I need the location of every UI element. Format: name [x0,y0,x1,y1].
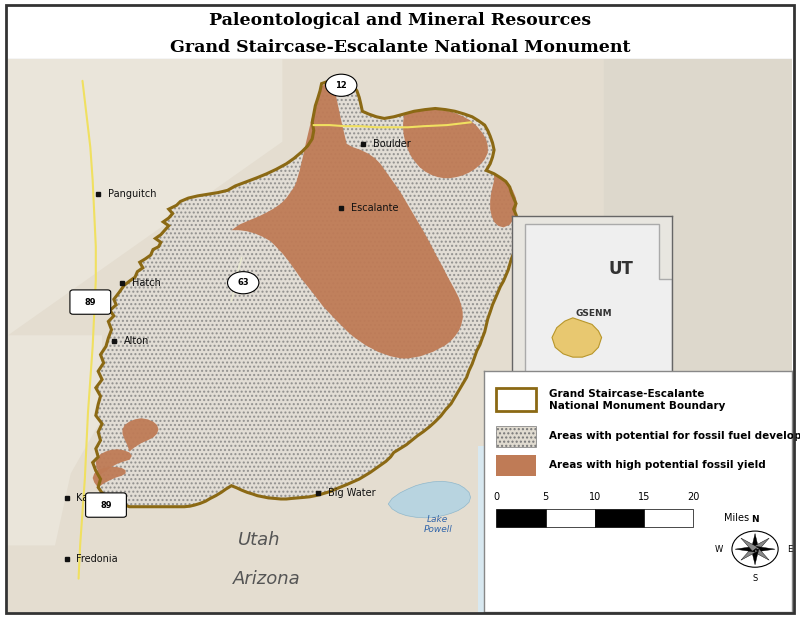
Text: Areas with potential for fossil fuel development: Areas with potential for fossil fuel dev… [549,431,800,441]
Circle shape [227,272,259,294]
Text: Grand Staircase-Escalante: Grand Staircase-Escalante [549,389,704,399]
Text: Boulder: Boulder [374,140,411,150]
Text: Fredonia: Fredonia [76,554,118,564]
Text: 15: 15 [638,492,650,502]
Text: 89: 89 [85,298,96,307]
Text: Arizona: Arizona [233,570,301,588]
Text: Miles: Miles [724,513,750,523]
Text: W: W [714,544,722,554]
Polygon shape [96,449,132,475]
Circle shape [326,74,357,96]
Polygon shape [8,335,102,546]
Bar [644,509,694,527]
Bar [496,387,536,410]
Polygon shape [552,318,602,357]
Polygon shape [753,538,769,551]
Text: National Monument Boundary: National Monument Boundary [549,400,725,411]
Text: Hatch: Hatch [132,277,161,288]
Text: 63: 63 [238,278,249,287]
Text: 20: 20 [687,492,700,502]
Bar [546,509,595,527]
FancyBboxPatch shape [86,493,126,517]
Text: Panguitch: Panguitch [108,189,157,199]
Text: GSENM: GSENM [576,309,613,318]
Text: N: N [751,515,759,524]
Text: S: S [753,575,758,583]
Bar [496,455,536,476]
Polygon shape [478,446,635,612]
Polygon shape [741,547,758,561]
Text: 89: 89 [100,501,112,510]
Polygon shape [122,418,158,451]
Text: Paleontological and Mineral Resources: Paleontological and Mineral Resources [209,12,591,30]
Polygon shape [93,467,126,488]
Polygon shape [751,533,758,549]
Text: E: E [787,544,793,554]
Text: 10: 10 [589,492,601,502]
Text: 5: 5 [542,492,549,502]
Polygon shape [525,224,672,373]
Polygon shape [93,80,519,507]
Polygon shape [8,59,282,335]
Polygon shape [751,549,758,565]
Text: Areas with high potential fossil yield: Areas with high potential fossil yield [549,460,766,470]
Text: Escalante: Escalante [351,203,399,213]
Text: UT: UT [608,260,634,277]
Polygon shape [231,83,462,358]
Text: Utah: Utah [238,531,280,549]
Text: 0: 0 [494,492,499,502]
FancyBboxPatch shape [70,290,110,314]
Bar [496,509,546,527]
Polygon shape [735,546,755,552]
Polygon shape [490,174,517,227]
Text: Big Water: Big Water [328,488,375,498]
Polygon shape [604,59,792,418]
Bar [496,426,536,447]
Text: 12: 12 [335,81,347,90]
Bar [595,509,644,527]
Polygon shape [741,538,758,551]
Polygon shape [388,481,470,518]
Polygon shape [403,109,488,178]
Text: Lake
Powell: Lake Powell [423,515,452,534]
Text: Kanab: Kanab [76,493,107,504]
Text: Alton: Alton [124,336,150,346]
Text: Grand Staircase-Escalante National Monument: Grand Staircase-Escalante National Monum… [170,39,630,56]
Polygon shape [753,547,769,561]
Polygon shape [755,546,775,552]
